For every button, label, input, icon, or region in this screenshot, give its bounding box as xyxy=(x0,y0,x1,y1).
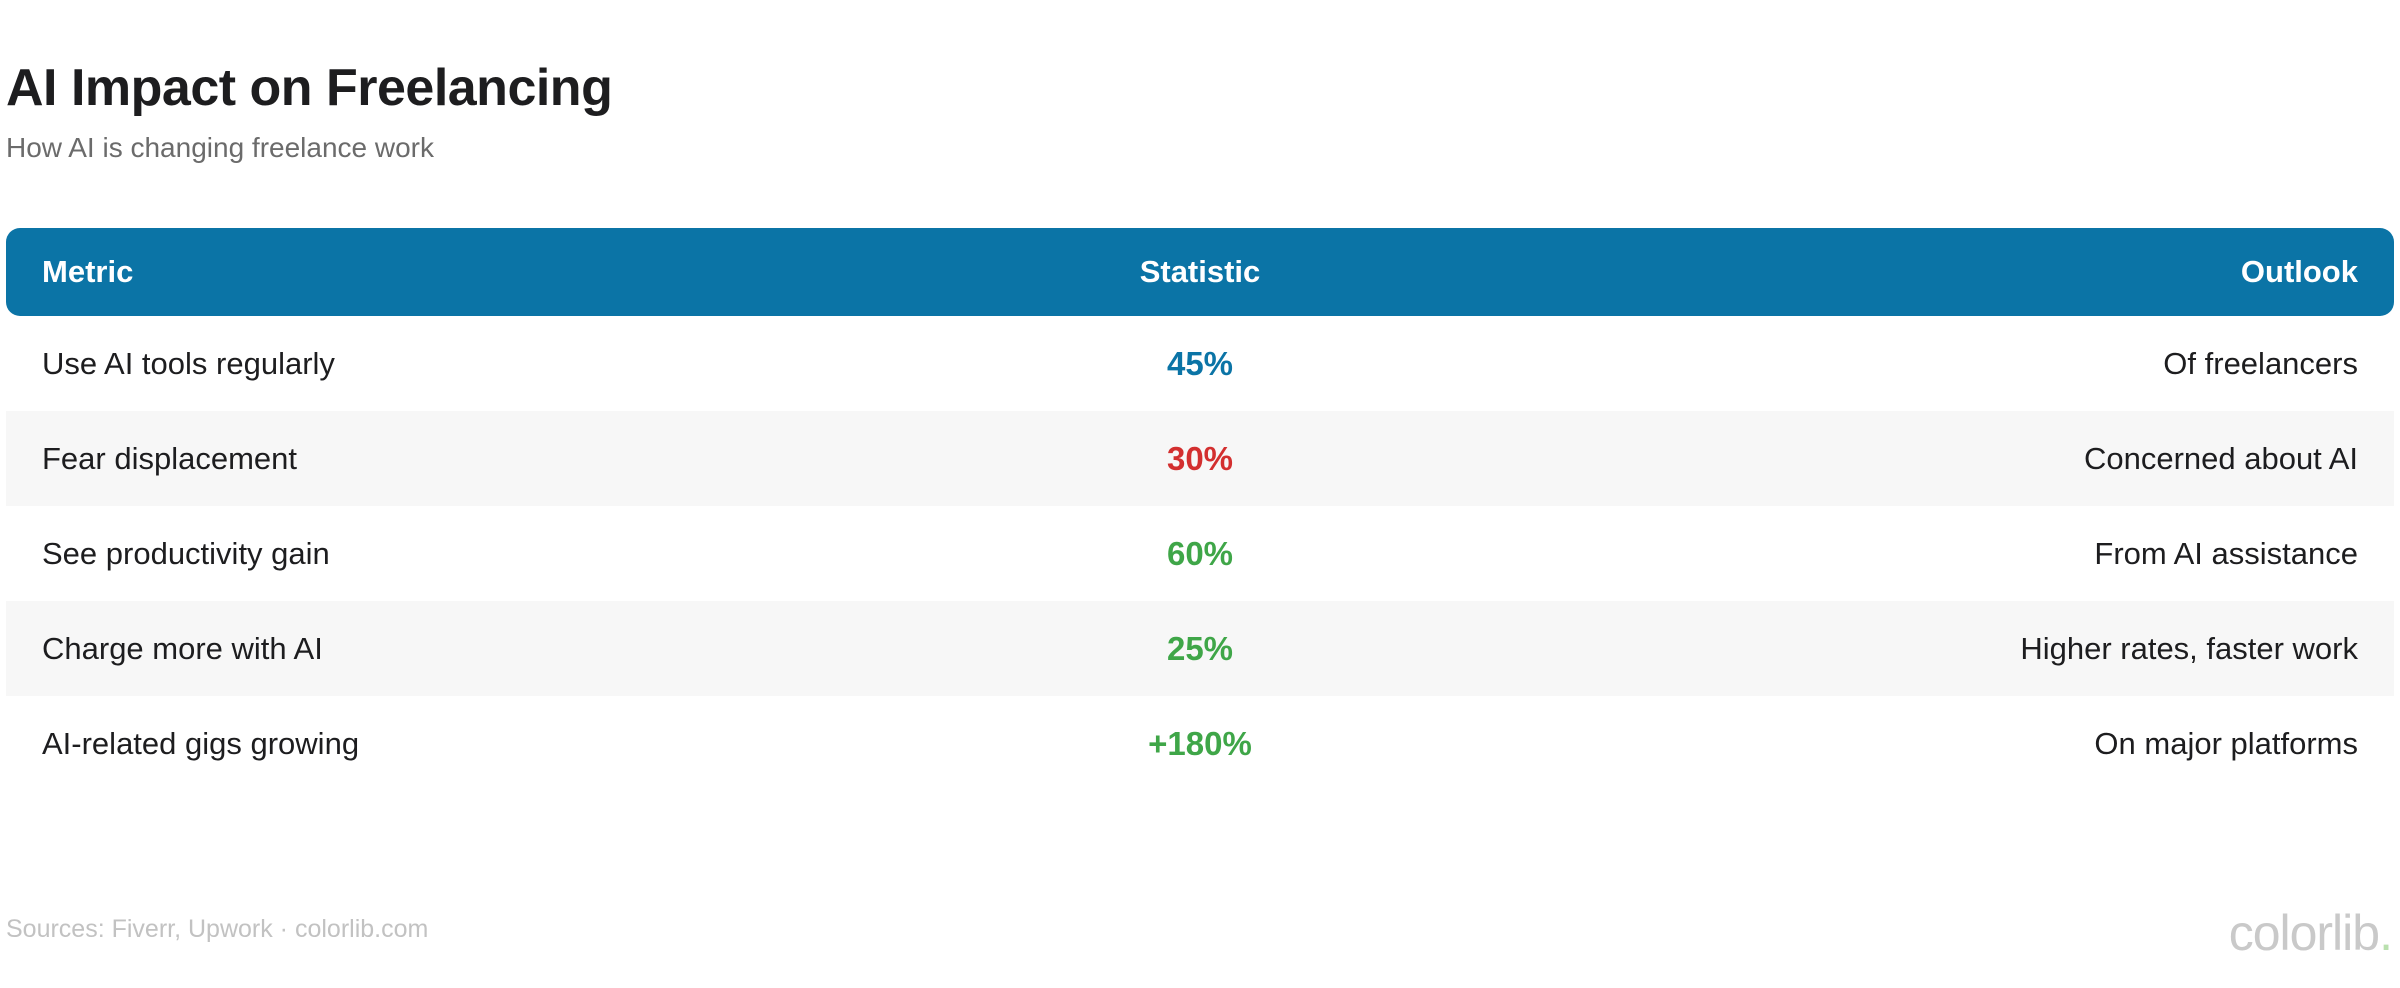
table-body: Use AI tools regularly 45% Of freelancer… xyxy=(6,316,2394,791)
table-row: AI-related gigs growing +180% On major p… xyxy=(6,696,2394,791)
outlook-cell: Of freelancers xyxy=(2163,345,2358,381)
infographic-page: AI Impact on Freelancing How AI is chang… xyxy=(0,58,2400,988)
metric-cell: See productivity gain xyxy=(42,535,330,571)
statistic-cell: 25% xyxy=(1166,629,1234,667)
table-row: Use AI tools regularly 45% Of freelancer… xyxy=(6,316,2394,411)
table-row: See productivity gain 60% From AI assist… xyxy=(6,506,2394,601)
page-title: AI Impact on Freelancing xyxy=(6,59,613,117)
stats-table: Metric Statistic Outlook Use AI tools re… xyxy=(6,228,2394,791)
outlook-cell: Higher rates, faster work xyxy=(2020,630,2358,666)
column-header-metric: Metric xyxy=(42,254,134,289)
statistic-cell: +180% xyxy=(1148,724,1252,762)
outlook-cell: On major platforms xyxy=(2094,725,2358,761)
colorlib-logo-text: colorlib xyxy=(2228,905,2380,961)
outlook-cell: Concerned about AI xyxy=(2083,440,2358,476)
outlook-cell: From AI assistance xyxy=(2094,535,2358,571)
metric-cell: Charge more with AI xyxy=(42,630,323,666)
column-header-outlook: Outlook xyxy=(2240,254,2358,289)
table-row: Charge more with AI 25% Higher rates, fa… xyxy=(6,601,2394,696)
statistic-cell: 60% xyxy=(1166,534,1234,572)
colorlib-logo-dot: . xyxy=(2379,905,2393,961)
column-header-statistic: Statistic xyxy=(1139,254,1261,289)
metric-cell: AI-related gigs growing xyxy=(42,725,360,761)
page-subtitle: How AI is changing freelance work xyxy=(6,132,434,163)
table-row: Fear displacement 30% Concerned about AI xyxy=(6,411,2394,506)
table-header-row: Metric Statistic Outlook xyxy=(6,228,2394,316)
metric-cell: Fear displacement xyxy=(42,440,298,476)
statistic-cell: 45% xyxy=(1166,344,1234,382)
colorlib-logo: colorlib. xyxy=(2228,904,2393,962)
statistic-cell: 30% xyxy=(1166,439,1234,477)
metric-cell: Use AI tools regularly xyxy=(42,345,335,381)
